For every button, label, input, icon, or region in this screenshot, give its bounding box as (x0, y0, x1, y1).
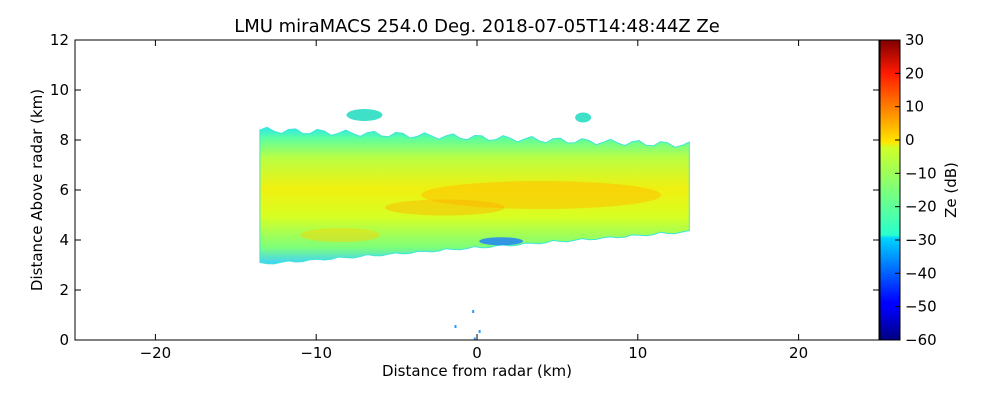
y-axis-label: Distance Above radar (km) (28, 89, 46, 291)
x-axis: −20 −10 0 10 20 (140, 40, 808, 362)
colorbar-tick-label: 20 (905, 64, 924, 82)
echo-core (421, 181, 662, 209)
y-tick-label: 12 (50, 31, 69, 49)
colorbar (879, 39, 901, 341)
y-tick-label: 4 (59, 231, 69, 249)
x-tick-label: 0 (472, 344, 482, 362)
x-axis-label: Distance from radar (km) (382, 362, 572, 380)
chart-title: LMU miraMACS 254.0 Deg. 2018-07-05T14:48… (234, 16, 720, 37)
echo-core (300, 228, 381, 242)
colorbar-tick-label: −60 (905, 331, 937, 349)
y-tick-label: 2 (59, 281, 69, 299)
colorbar-ticks: −60 −50 −40 −30 −20 −10 0 10 20 30 (895, 31, 937, 349)
y-axis: 0 2 4 6 8 10 12 (50, 31, 879, 349)
x-tick-label: −10 (300, 344, 332, 362)
colorbar-tick-label: 0 (905, 131, 915, 149)
colorbar-tick-label: −40 (905, 264, 937, 282)
echo-fragment (575, 112, 592, 123)
y-tick-label: 8 (59, 131, 69, 149)
echo-speckle (454, 325, 457, 328)
colorbar-tick-label: −50 (905, 298, 937, 316)
echo-speckle (472, 310, 475, 313)
y-tick-label: 10 (50, 81, 69, 99)
echo-speckle (473, 337, 476, 340)
x-tick-label: −20 (140, 344, 172, 362)
colorbar-tick-label: −10 (905, 164, 937, 182)
echo-layer (259, 109, 690, 340)
colorbar-label: Ze (dB) (942, 162, 960, 218)
echo-speckle (478, 330, 481, 333)
x-tick-label: 20 (789, 344, 808, 362)
colorbar-tick-label: −30 (905, 231, 937, 249)
y-tick-label: 0 (59, 331, 69, 349)
colorbar-tick-label: 30 (905, 31, 924, 49)
colorbar-tick-label: 10 (905, 98, 924, 116)
echo-core (384, 199, 505, 216)
colorbar-tick-label: −20 (905, 198, 937, 216)
x-tick-label: 10 (628, 344, 647, 362)
y-tick-label: 6 (59, 181, 69, 199)
echo-weak-pocket (479, 237, 524, 246)
echo-fragment (346, 109, 383, 121)
